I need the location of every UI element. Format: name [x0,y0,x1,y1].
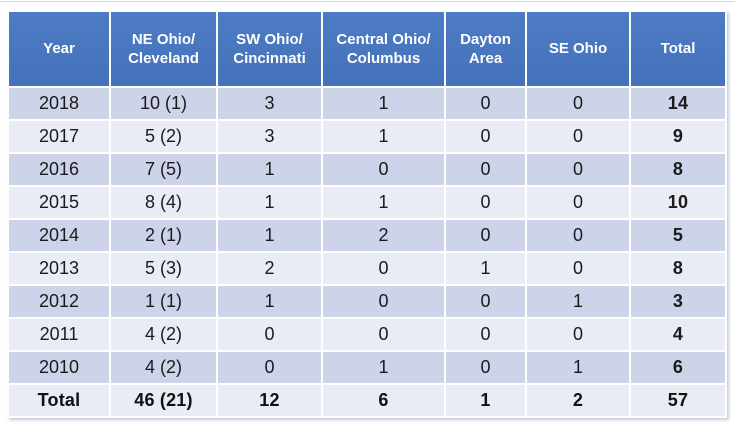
table-row-2016: 2016 7 (5) 1 0 0 0 8 [9,154,725,185]
cell-year: 2015 [9,187,109,218]
cell-central-ohio: 0 [323,253,444,284]
cell-sw-ohio: 3 [218,88,321,119]
cell-year: 2011 [9,319,109,350]
cell-se-ohio: 0 [527,253,629,284]
cell-year: 2016 [9,154,109,185]
cell-dayton: 0 [446,121,525,152]
cell-total: 14 [631,88,725,119]
cell-dayton: 0 [446,319,525,350]
table-row-2012: 2012 1 (1) 1 0 0 1 3 [9,286,725,317]
cell-ne-ohio: 5 (2) [111,121,216,152]
cell-dayton: 0 [446,220,525,251]
cell-total: 57 [631,385,725,416]
cell-sw-ohio: 0 [218,319,321,350]
cell-se-ohio: 1 [527,286,629,317]
cell-central-ohio: 1 [323,121,444,152]
cell-se-ohio: 0 [527,319,629,350]
cell-ne-ohio: 2 (1) [111,220,216,251]
table-row-2018: 2018 10 (1) 3 1 0 0 14 [9,88,725,119]
column-header-year: Year [9,12,109,86]
cell-central-ohio: 1 [323,352,444,383]
cell-total: 5 [631,220,725,251]
cell-sw-ohio: 1 [218,187,321,218]
column-header-central-ohio-columbus: Central Ohio/ Columbus [323,12,444,86]
cell-ne-ohio: 4 (2) [111,319,216,350]
column-header-ne-ohio-cleveland: NE Ohio/ Cleveland [111,12,216,86]
cell-year: 2012 [9,286,109,317]
column-header-dayton-area: Dayton Area [446,12,525,86]
cell-ne-ohio: 1 (1) [111,286,216,317]
cell-ne-ohio: 46 (21) [111,385,216,416]
cell-se-ohio: 1 [527,352,629,383]
cell-dayton: 1 [446,385,525,416]
table-row-total: Total 46 (21) 12 6 1 2 57 [9,385,725,416]
cell-central-ohio: 6 [323,385,444,416]
cell-year: Total [9,385,109,416]
table-row-2011: 2011 4 (2) 0 0 0 0 4 [9,319,725,350]
cell-sw-ohio: 1 [218,154,321,185]
cell-sw-ohio: 12 [218,385,321,416]
cell-total: 6 [631,352,725,383]
cell-central-ohio: 1 [323,187,444,218]
cell-total: 4 [631,319,725,350]
column-header-total: Total [631,12,725,86]
cell-sw-ohio: 2 [218,253,321,284]
cell-total: 8 [631,154,725,185]
cell-total: 10 [631,187,725,218]
top-border-line [0,1,735,2]
cell-se-ohio: 0 [527,154,629,185]
cell-central-ohio: 0 [323,154,444,185]
cell-ne-ohio: 10 (1) [111,88,216,119]
cell-ne-ohio: 5 (3) [111,253,216,284]
cell-sw-ohio: 1 [218,220,321,251]
table-row-2010: 2010 4 (2) 0 1 0 1 6 [9,352,725,383]
ohio-regions-by-year-table: Year NE Ohio/ Cleveland SW Ohio/ Cincinn… [7,10,727,418]
table-row-2013: 2013 5 (3) 2 0 1 0 8 [9,253,725,284]
cell-sw-ohio: 3 [218,121,321,152]
cell-se-ohio: 0 [527,88,629,119]
column-header-sw-ohio-cincinnati: SW Ohio/ Cincinnati [218,12,321,86]
cell-year: 2010 [9,352,109,383]
cell-total: 9 [631,121,725,152]
column-header-se-ohio: SE Ohio [527,12,629,86]
cell-year: 2014 [9,220,109,251]
cell-se-ohio: 2 [527,385,629,416]
cell-dayton: 0 [446,154,525,185]
cell-sw-ohio: 1 [218,286,321,317]
cell-se-ohio: 0 [527,187,629,218]
cell-dayton: 0 [446,352,525,383]
table-row-2015: 2015 8 (4) 1 1 0 0 10 [9,187,725,218]
cell-ne-ohio: 7 (5) [111,154,216,185]
cell-central-ohio: 0 [323,286,444,317]
cell-year: 2013 [9,253,109,284]
table-row-2014: 2014 2 (1) 1 2 0 0 5 [9,220,725,251]
cell-central-ohio: 1 [323,88,444,119]
cell-central-ohio: 2 [323,220,444,251]
cell-total: 8 [631,253,725,284]
cell-year: 2017 [9,121,109,152]
cell-se-ohio: 0 [527,220,629,251]
cell-central-ohio: 0 [323,319,444,350]
cell-ne-ohio: 4 (2) [111,352,216,383]
cell-ne-ohio: 8 (4) [111,187,216,218]
table-row-2017: 2017 5 (2) 3 1 0 0 9 [9,121,725,152]
header-row: Year NE Ohio/ Cleveland SW Ohio/ Cincinn… [9,12,725,86]
cell-dayton: 0 [446,88,525,119]
cell-dayton: 0 [446,286,525,317]
cell-year: 2018 [9,88,109,119]
cell-dayton: 1 [446,253,525,284]
cell-sw-ohio: 0 [218,352,321,383]
cell-total: 3 [631,286,725,317]
cell-se-ohio: 0 [527,121,629,152]
cell-dayton: 0 [446,187,525,218]
